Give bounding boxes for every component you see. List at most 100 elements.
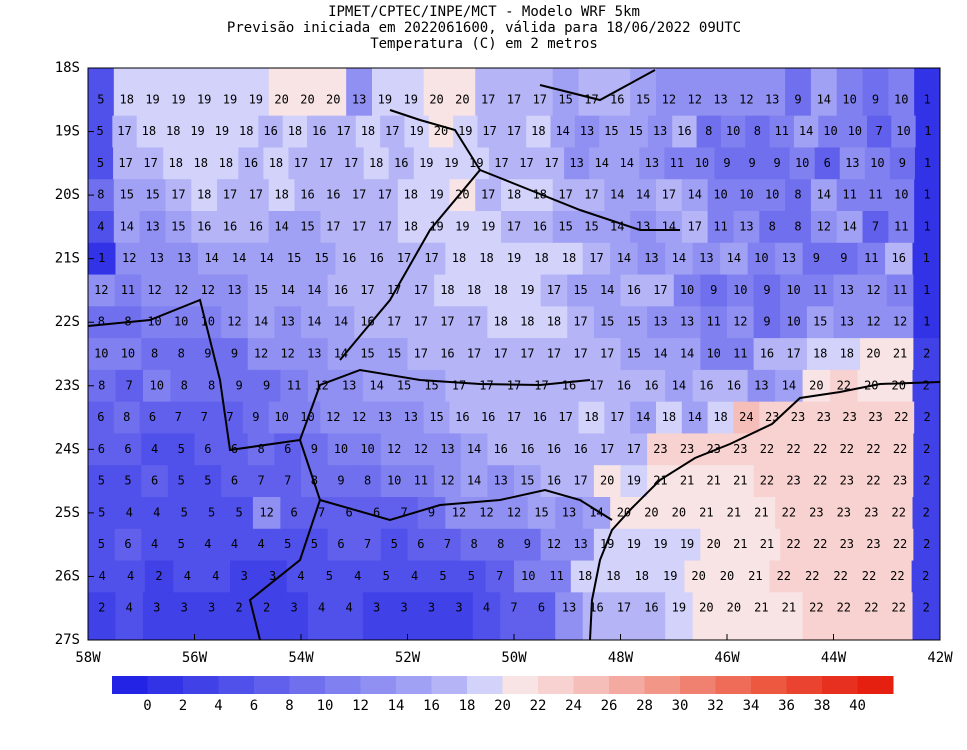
temperature-value: 17 <box>294 156 308 170</box>
temperature-cell <box>720 497 749 530</box>
temperature-cell <box>423 211 450 244</box>
temperature-cell <box>113 68 141 117</box>
temperature-value: 19 <box>680 537 694 551</box>
title-line: IPMET/CPTEC/INPE/MCT - Modelo WRF 5km <box>328 4 640 20</box>
temperature-value: 16 <box>481 410 495 424</box>
temperature-value: 24 <box>739 410 753 424</box>
temperature-value: 10 <box>726 124 740 138</box>
temperature-cell <box>604 179 631 212</box>
temperature-cell <box>818 115 844 148</box>
temperature-value: 10 <box>149 378 163 392</box>
temperature-value: 20 <box>455 92 469 106</box>
temperature-cell <box>225 242 254 276</box>
temperature-value: 7 <box>284 474 291 488</box>
temperature-value: 12 <box>414 442 428 456</box>
temperature-value: 10 <box>695 156 709 170</box>
temperature-cell <box>885 369 914 403</box>
temperature-cell <box>185 115 211 148</box>
temperature-cell <box>372 211 399 244</box>
temperature-value: 18 <box>120 92 134 106</box>
temperature-cell <box>620 528 648 562</box>
temperature-cell <box>417 242 446 276</box>
temperature-value: 13 <box>645 156 659 170</box>
temperature-value: 17 <box>589 378 603 392</box>
temperature-value: 22 <box>813 537 827 551</box>
temperature-cell <box>593 528 621 562</box>
temperature-value: 17 <box>414 347 428 361</box>
temperature-cell <box>681 211 709 244</box>
temperature-cell <box>862 68 889 117</box>
temperature-cell <box>112 115 138 148</box>
temperature-value: 17 <box>452 378 466 392</box>
temperature-value: 4 <box>354 569 361 583</box>
temperature-cell <box>141 433 169 466</box>
temperature-value: 20 <box>429 92 443 106</box>
y-tick-label: 19S <box>55 124 80 140</box>
temperature-value: 9 <box>204 347 211 361</box>
colorbar-label: 8 <box>285 698 293 714</box>
temperature-cell <box>647 115 673 148</box>
temperature-cell <box>789 147 816 180</box>
temperature-cell <box>552 211 580 244</box>
colorbar-swatch <box>467 676 503 694</box>
temperature-value: 13 <box>782 251 796 265</box>
temperature-cell <box>630 401 657 434</box>
temperature-cell <box>472 369 501 403</box>
temperature-cell <box>775 242 804 276</box>
temperature-value: 13 <box>149 251 163 265</box>
temperature-cell <box>599 560 629 593</box>
temperature-value: 13 <box>713 92 727 106</box>
temperature-cell <box>700 306 728 339</box>
temperature-value: 11 <box>893 283 907 297</box>
temperature-value: 14 <box>620 156 634 170</box>
temperature-value: 22 <box>786 442 800 456</box>
temperature-value: 17 <box>573 347 587 361</box>
temperature-value: 16 <box>573 442 587 456</box>
temperature-value: 18 <box>361 124 375 138</box>
temperature-value: 17 <box>378 188 392 202</box>
temperature-cell <box>802 242 831 276</box>
temperature-value: 14 <box>817 92 831 106</box>
temperature-value: 6 <box>98 442 105 456</box>
temperature-cell <box>114 465 142 498</box>
temperature-cell <box>372 179 399 212</box>
temperature-value: 10 <box>894 92 908 106</box>
temperature-value: 16 <box>699 378 713 392</box>
temperature-value: 13 <box>177 251 191 265</box>
temperature-cell <box>888 401 915 434</box>
temperature-value: 13 <box>342 378 356 392</box>
colorbar-swatch <box>254 676 290 694</box>
temperature-value: 19 <box>429 188 443 202</box>
temperature-cell <box>274 465 302 498</box>
temperature-value: 13 <box>840 283 854 297</box>
temperature-cell <box>647 528 675 562</box>
temperature-cell <box>700 528 728 562</box>
temperature-cell <box>380 338 408 371</box>
temperature-cell <box>460 465 488 498</box>
temperature-cell <box>527 369 556 403</box>
temperature-value: 5 <box>236 505 243 519</box>
temperature-cell <box>258 115 284 148</box>
temperature-value: 13 <box>493 474 507 488</box>
temperature-value: 12 <box>254 347 268 361</box>
temperature-value: 17 <box>610 410 624 424</box>
temperature-cell <box>913 465 941 498</box>
temperature-value: 8 <box>257 442 264 456</box>
temperature-value: 21 <box>782 601 796 615</box>
temperature-cell <box>888 211 915 244</box>
temperature-value: 11 <box>868 188 882 202</box>
colorbar-swatch <box>325 676 361 694</box>
temperature-value: 19 <box>249 92 263 106</box>
temperature-value: 13 <box>404 410 418 424</box>
temperature-value: 18 <box>166 124 180 138</box>
temperature-cell <box>915 115 941 148</box>
temperature-cell <box>475 211 502 244</box>
temperature-cell <box>753 433 781 466</box>
colorbar-label: 22 <box>530 698 547 714</box>
temperature-cell <box>810 179 838 212</box>
temperature-value: 10 <box>360 442 374 456</box>
temperature-cell <box>833 306 861 339</box>
temperature-value: 14 <box>232 251 246 265</box>
temperature-cell <box>830 497 859 530</box>
